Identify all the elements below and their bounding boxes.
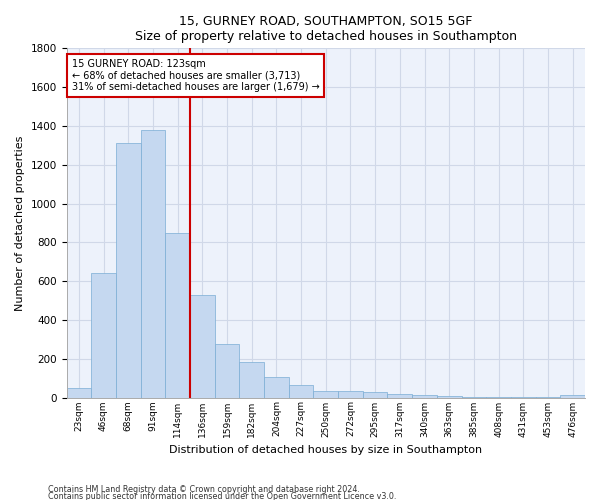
X-axis label: Distribution of detached houses by size in Southampton: Distribution of detached houses by size … xyxy=(169,445,482,455)
Bar xyxy=(140,130,165,398)
Bar xyxy=(511,397,536,398)
Bar xyxy=(437,396,461,398)
Bar xyxy=(264,377,289,398)
Bar xyxy=(412,395,437,398)
Bar xyxy=(215,344,239,398)
Bar xyxy=(560,395,585,398)
Bar xyxy=(338,390,363,398)
Bar xyxy=(388,394,412,398)
Bar xyxy=(239,362,264,398)
Bar xyxy=(363,392,388,398)
Title: 15, GURNEY ROAD, SOUTHAMPTON, SO15 5GF
Size of property relative to detached hou: 15, GURNEY ROAD, SOUTHAMPTON, SO15 5GF S… xyxy=(135,15,517,43)
Bar xyxy=(289,385,313,398)
Text: 15 GURNEY ROAD: 123sqm
← 68% of detached houses are smaller (3,713)
31% of semi-: 15 GURNEY ROAD: 123sqm ← 68% of detached… xyxy=(72,59,319,92)
Bar xyxy=(165,232,190,398)
Bar xyxy=(67,388,91,398)
Text: Contains public sector information licensed under the Open Government Licence v3: Contains public sector information licen… xyxy=(48,492,397,500)
Bar xyxy=(116,144,140,398)
Bar xyxy=(190,294,215,398)
Bar xyxy=(91,274,116,398)
Bar xyxy=(313,390,338,398)
Y-axis label: Number of detached properties: Number of detached properties xyxy=(15,135,25,310)
Bar xyxy=(461,396,486,398)
Text: Contains HM Land Registry data © Crown copyright and database right 2024.: Contains HM Land Registry data © Crown c… xyxy=(48,486,360,494)
Bar xyxy=(486,396,511,398)
